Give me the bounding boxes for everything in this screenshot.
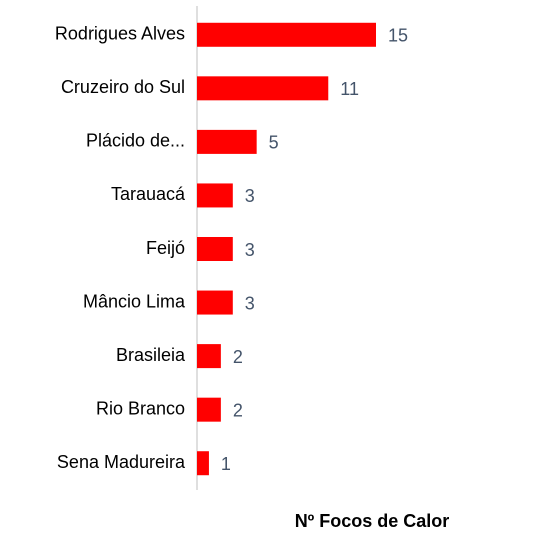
- x-axis-title: Nº Focos de Calor: [295, 511, 450, 531]
- value-label: 1: [221, 454, 231, 474]
- bar: [197, 237, 233, 261]
- bar: [197, 397, 221, 422]
- bar: [197, 22, 376, 47]
- bar: [197, 290, 233, 315]
- value-label: 15: [388, 26, 408, 46]
- category-label: Mâncio Lima: [83, 291, 186, 311]
- category-label: Brasileia: [116, 345, 186, 365]
- value-label: 3: [245, 240, 255, 260]
- bar: [197, 344, 221, 369]
- category-label: Rodrigues Alves: [55, 24, 185, 44]
- value-label: 2: [233, 347, 243, 367]
- bar: [197, 183, 233, 208]
- category-label: Cruzeiro do Sul: [61, 77, 185, 97]
- category-label: Feijó: [146, 238, 185, 258]
- category-label: Tarauacá: [111, 184, 186, 204]
- category-label: Plácido de...: [86, 131, 185, 151]
- value-label: 3: [245, 186, 255, 206]
- bar: [197, 451, 209, 476]
- value-label: 11: [340, 79, 359, 99]
- value-label: 3: [245, 293, 255, 313]
- value-label: 2: [233, 400, 243, 420]
- value-label: 5: [269, 133, 279, 153]
- category-label: Sena Madureira: [57, 452, 186, 472]
- bar: [197, 76, 329, 101]
- bar: [197, 129, 257, 154]
- category-label: Rio Branco: [96, 398, 185, 418]
